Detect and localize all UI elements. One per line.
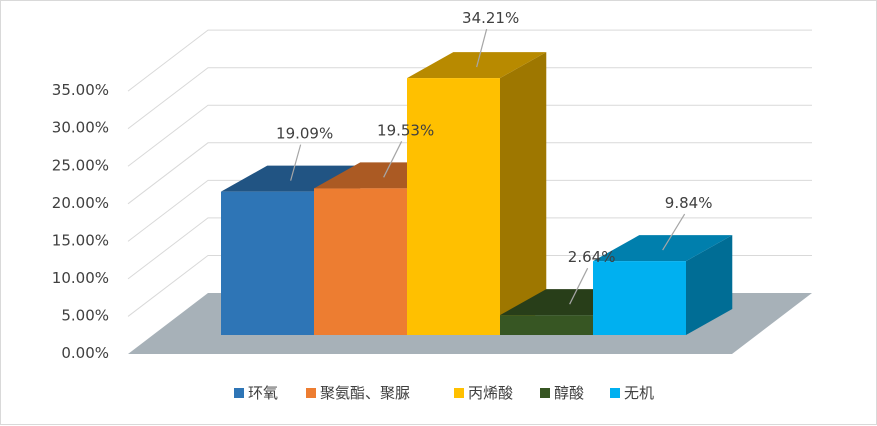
gridline: [127, 29, 812, 92]
bar-front: [407, 78, 500, 336]
legend-item: 环氧: [234, 384, 278, 402]
legend-label: 无机: [624, 384, 654, 402]
bar-5: [593, 235, 733, 335]
legend-label: 环氧: [248, 384, 278, 402]
legend-item: 无机: [610, 384, 654, 402]
data-label: 19.53%: [377, 121, 434, 139]
data-label: 19.09%: [276, 125, 333, 143]
data-label-leader: [569, 267, 589, 305]
y-tick-label: 35.00%: [52, 81, 109, 99]
legend-item: 聚氨酯、聚脲: [306, 384, 410, 402]
gridline: [127, 179, 812, 242]
y-tick-label: 25.00%: [52, 156, 109, 174]
y-tick-label: 30.00%: [52, 119, 109, 137]
legend-item: 丙烯酸: [454, 384, 513, 402]
bar-front: [593, 261, 686, 335]
legend-label: 聚氨酯、聚脲: [320, 384, 410, 402]
legend-swatch: [540, 388, 550, 398]
bar-front: [221, 191, 314, 335]
data-label: 34.21%: [462, 9, 519, 27]
bar-front: [500, 315, 593, 335]
bar-3: [407, 52, 547, 336]
gridline: [127, 67, 812, 130]
bar-side: [686, 235, 733, 335]
data-label-leader: [476, 28, 488, 68]
data-label: 2.64%: [568, 248, 616, 266]
legend-label: 醇酸: [554, 384, 584, 402]
bar-front: [314, 188, 407, 335]
y-tick-label: 0.00%: [61, 344, 109, 362]
data-label-leader: [383, 141, 403, 178]
bar-side: [500, 52, 547, 336]
bar-top: [593, 235, 733, 262]
legend-swatch: [306, 388, 316, 398]
data-label: 9.84%: [665, 194, 713, 212]
data-label-leader: [290, 144, 302, 181]
y-tick-label: 10.00%: [52, 269, 109, 287]
y-tick-label: 15.00%: [52, 231, 109, 249]
gridline: [127, 217, 812, 280]
legend-label: 丙烯酸: [468, 384, 513, 402]
legend-swatch: [234, 388, 244, 398]
y-tick-label: 20.00%: [52, 194, 109, 212]
legend-swatch: [454, 388, 464, 398]
data-label-leader: [662, 213, 686, 251]
y-tick-label: 5.00%: [61, 306, 109, 324]
legend-swatch: [610, 388, 620, 398]
legend-item: 醇酸: [540, 384, 584, 402]
gridline: [127, 104, 812, 167]
gridline: [127, 142, 812, 205]
